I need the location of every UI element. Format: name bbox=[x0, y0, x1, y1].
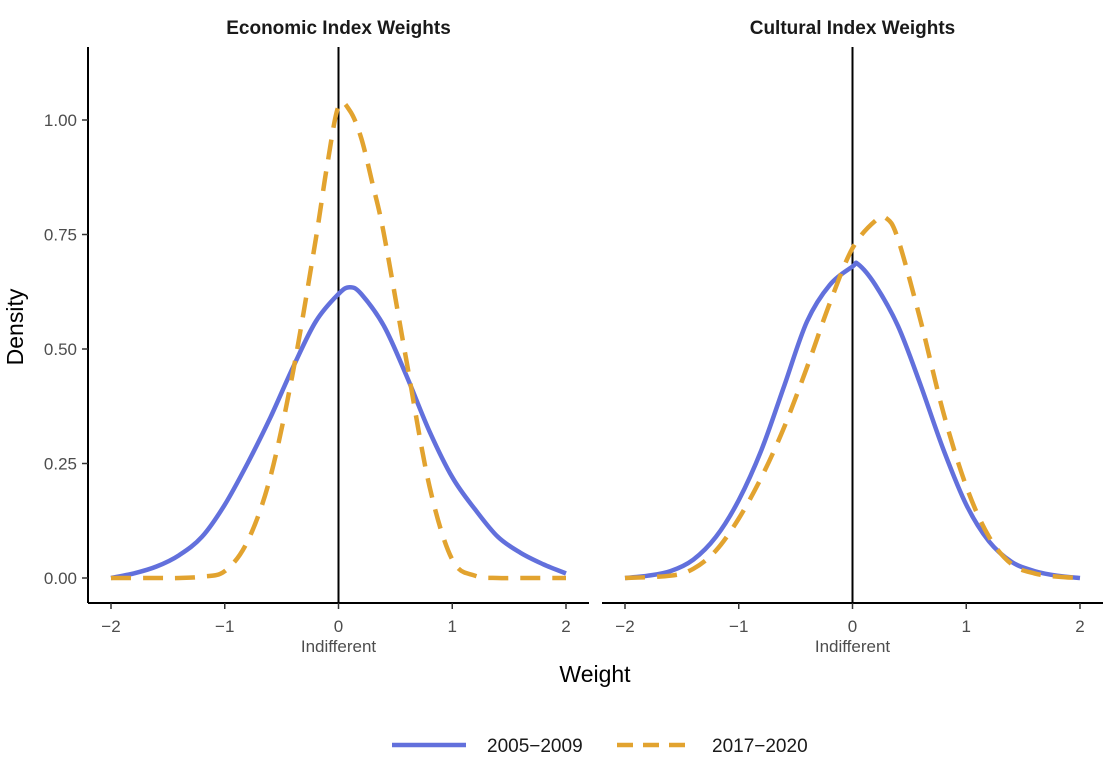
y-tick-label: 1.00 bbox=[44, 111, 77, 130]
legend: 2005−2009 2017−2020 bbox=[392, 736, 808, 757]
x-tick-label: −1 bbox=[729, 617, 748, 636]
series-line-2017-2020 bbox=[111, 100, 566, 581]
x-tick-sublabel-indifferent: Indifferent bbox=[301, 637, 377, 656]
x-tick-label: 1 bbox=[962, 617, 971, 636]
legend-label-2005-2009: 2005−2009 bbox=[487, 736, 583, 757]
y-tick-label: 0.75 bbox=[44, 226, 77, 245]
x-tick-label: 2 bbox=[1075, 617, 1084, 636]
panel-title: Economic Index Weights bbox=[226, 18, 451, 39]
x-tick-label: −2 bbox=[101, 617, 120, 636]
series-line-2017-2020 bbox=[624, 214, 1081, 581]
x-tick-label: 0 bbox=[848, 617, 857, 636]
x-tick-label: −1 bbox=[215, 617, 234, 636]
panel-title: Cultural Index Weights bbox=[750, 18, 956, 39]
y-tick-label: 0.00 bbox=[44, 569, 77, 588]
x-tick-sublabel-indifferent: Indifferent bbox=[815, 637, 891, 656]
legend-label-2017-2020: 2017−2020 bbox=[712, 736, 808, 757]
panels-layer: Economic Index Weights 0.00 0.25 0.50 0.75 1.… bbox=[44, 18, 1103, 656]
panel-2: Cultural Index Weights −2 −1 0 1 2 Indifferent bbox=[602, 18, 1103, 656]
y-axis-title: Density bbox=[2, 288, 28, 365]
x-axis-title: Weight bbox=[559, 661, 631, 687]
panel-1: Economic Index Weights 0.00 0.25 0.50 0.75 1.… bbox=[44, 18, 589, 656]
series-line-2005-2009 bbox=[110, 284, 567, 581]
x-tick-label: −2 bbox=[615, 617, 634, 636]
x-tick-label: 1 bbox=[448, 617, 457, 636]
y-tick-label: 0.25 bbox=[44, 455, 77, 474]
x-tick-label: 0 bbox=[334, 617, 343, 636]
y-tick-label: 0.50 bbox=[44, 340, 77, 359]
x-tick-label: 2 bbox=[561, 617, 570, 636]
